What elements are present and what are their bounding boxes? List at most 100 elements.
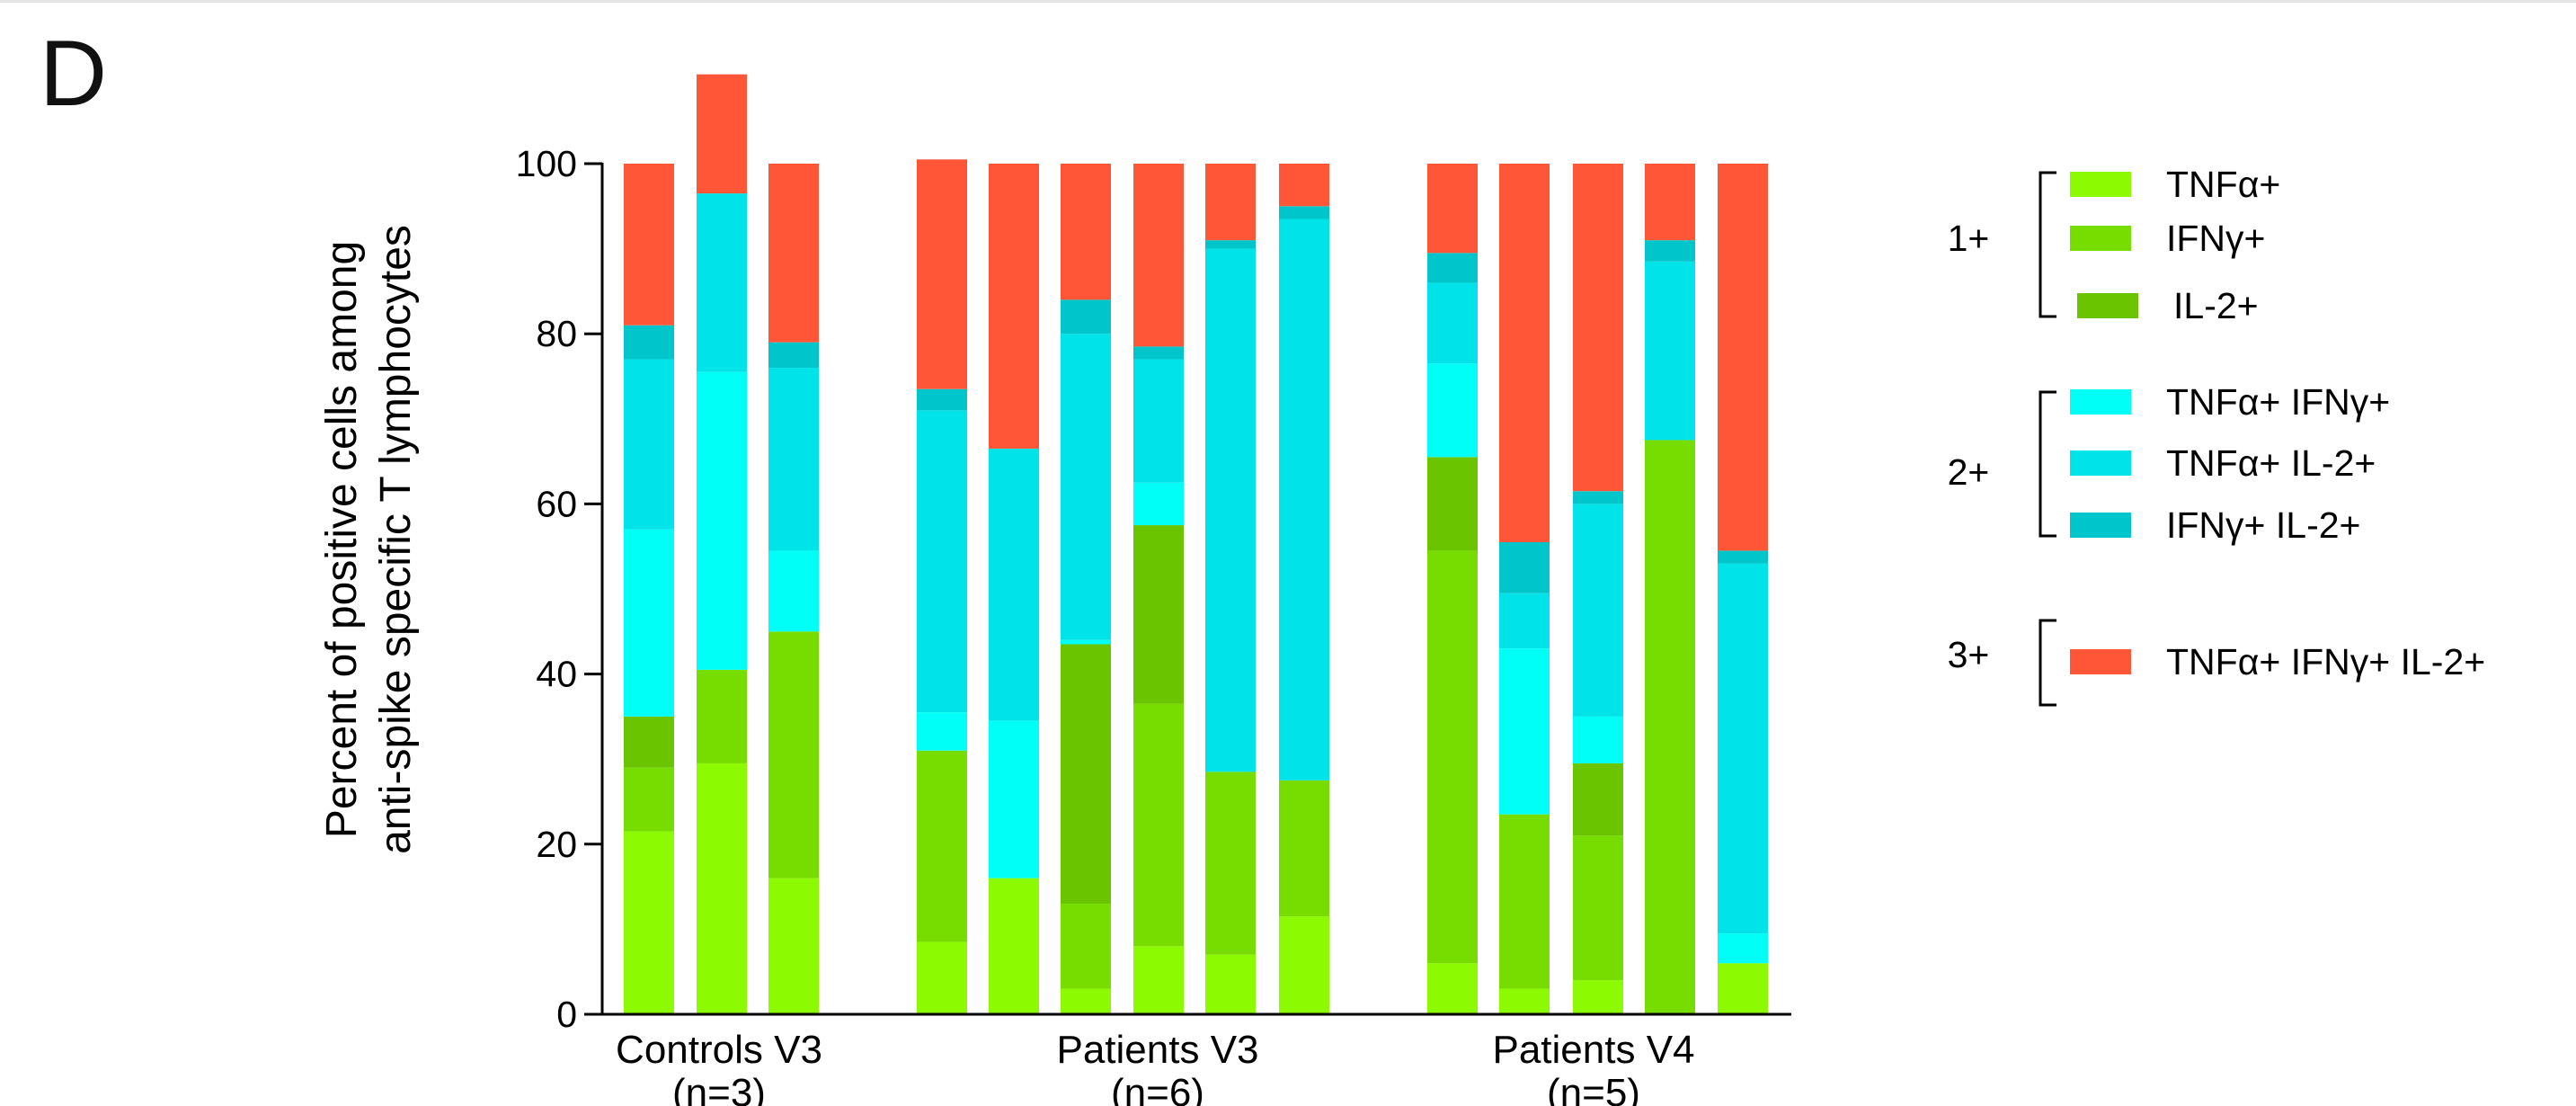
legend-item-label: TNFα+ IFNγ+	[2166, 381, 2390, 423]
legend-swatch	[2077, 293, 2138, 318]
bar-segment	[697, 669, 747, 763]
bar-segment	[624, 767, 674, 832]
bar-segment	[768, 342, 819, 369]
bar-segment	[624, 716, 674, 768]
group-label: Patients V4	[1492, 1028, 1694, 1072]
bar-segment	[917, 941, 967, 1014]
bar-segment	[1573, 835, 1623, 981]
bar-segment	[1427, 282, 1478, 364]
bar-segment	[1427, 550, 1478, 964]
bar-segment	[1427, 164, 1478, 254]
y-axis-title: Percent of positive cells among anti-spik…	[318, 225, 420, 854]
legend: 1+ TNFα+ IFNγ+ IL-2+ 2+ TNFα+ IFNγ+ TNFα+ IL-2…	[1948, 164, 2485, 707]
bar-segment	[1061, 334, 1111, 640]
bar-segment	[768, 164, 819, 343]
bar-segment	[1133, 346, 1184, 360]
bar-segment	[1645, 440, 1695, 1014]
bar-segment	[1573, 164, 1623, 492]
bar-segment	[917, 750, 967, 942]
y-tick-label: 20	[536, 824, 577, 865]
bar-segment	[1499, 593, 1550, 649]
legend-group-label: 3+	[1948, 634, 1990, 675]
y-axis-title-line: Percent of positive cells among	[318, 241, 366, 838]
bar-segment	[917, 410, 967, 713]
legend-item-label: IFNγ+	[2166, 218, 2266, 259]
bar-segment	[697, 371, 747, 670]
bar-segment	[1645, 164, 1695, 241]
axes: 0 20 40 60 80 100	[516, 143, 1791, 1035]
bar-segment	[1279, 916, 1329, 1014]
legend-swatch	[2070, 226, 2131, 251]
bar-segment	[1499, 164, 1550, 542]
bar-segment	[624, 831, 674, 1014]
bar-segment	[989, 448, 1039, 721]
bar-segment	[1205, 164, 1256, 241]
group-label: Patients V3	[1056, 1028, 1258, 1072]
bar-segment	[1645, 240, 1695, 262]
legend-swatch	[2070, 649, 2131, 674]
legend-group-label: 2+	[1948, 451, 1990, 493]
group-label: (n=6)	[1111, 1071, 1204, 1106]
group-labels: Controls V3(n=3) Patients V3(n=6) Patients…	[616, 1028, 1694, 1106]
group-label: Controls V3	[616, 1028, 822, 1072]
bar-segment	[1427, 363, 1478, 458]
y-tick-label: 80	[536, 313, 577, 354]
bar-segment	[624, 164, 674, 326]
bar-segment	[1133, 164, 1184, 347]
bar-segment	[989, 720, 1039, 879]
bar-segment	[1573, 491, 1623, 504]
bar-segment	[1279, 164, 1329, 207]
panel-label: D	[40, 22, 108, 126]
bar-segment	[1133, 482, 1184, 526]
bar-segment	[1205, 248, 1256, 772]
y-tick-label: 100	[516, 143, 577, 184]
legend-swatch	[2070, 389, 2131, 415]
bar-segment	[1427, 963, 1478, 1014]
y-tick-label: 0	[556, 994, 577, 1035]
bar-segment	[1718, 563, 1768, 934]
bar-segment	[768, 368, 819, 551]
bar-segment	[697, 763, 747, 1014]
bar-segment	[1061, 639, 1111, 645]
bar-segment	[1427, 457, 1478, 551]
group-label: (n=5)	[1547, 1071, 1640, 1106]
legend-item-label: IL-2+	[2173, 285, 2259, 326]
bar-segment	[1061, 904, 1111, 989]
bar-segment	[1133, 525, 1184, 704]
bar-segment	[1499, 988, 1550, 1014]
bar-segment	[1573, 716, 1623, 763]
legend-item-label: TNFα+	[2166, 164, 2280, 205]
legend-item-label: TNFα+ IL-2+	[2166, 442, 2376, 484]
bar-segment	[697, 193, 747, 372]
bar-segment	[1061, 299, 1111, 334]
bar-segment	[1573, 763, 1623, 836]
legend-bracket	[2039, 390, 2056, 538]
bar-segment	[1499, 648, 1550, 815]
legend-group-label: 1+	[1948, 218, 1990, 259]
bar-segment	[1279, 780, 1329, 917]
legend-item-label: IFNγ+ IL-2+	[2166, 504, 2360, 546]
bar-segment	[1133, 946, 1184, 1014]
bar-segment	[917, 712, 967, 751]
bar-segment	[1279, 219, 1329, 780]
bars	[624, 74, 1768, 1014]
bar-segment	[624, 529, 674, 717]
bar-segment	[1133, 703, 1184, 947]
bar-segment	[1061, 644, 1111, 905]
bar-segment	[1061, 988, 1111, 1014]
bar-segment	[1205, 772, 1256, 955]
bar-segment	[1718, 933, 1768, 964]
bar-segment	[1499, 541, 1550, 593]
bar-segment	[1133, 359, 1184, 483]
bar-segment	[989, 164, 1039, 449]
bar-segment	[1061, 164, 1111, 300]
bar-segment	[624, 325, 674, 360]
top-rule	[0, 0, 2576, 3]
bar-segment	[1499, 814, 1550, 989]
legend-swatch	[2070, 172, 2131, 197]
legend-bracket	[2039, 619, 2056, 707]
bar-segment	[1573, 980, 1623, 1014]
y-axis-title-line: anti-spike specific T lymphocytes	[372, 225, 420, 854]
bar-segment	[1645, 261, 1695, 441]
